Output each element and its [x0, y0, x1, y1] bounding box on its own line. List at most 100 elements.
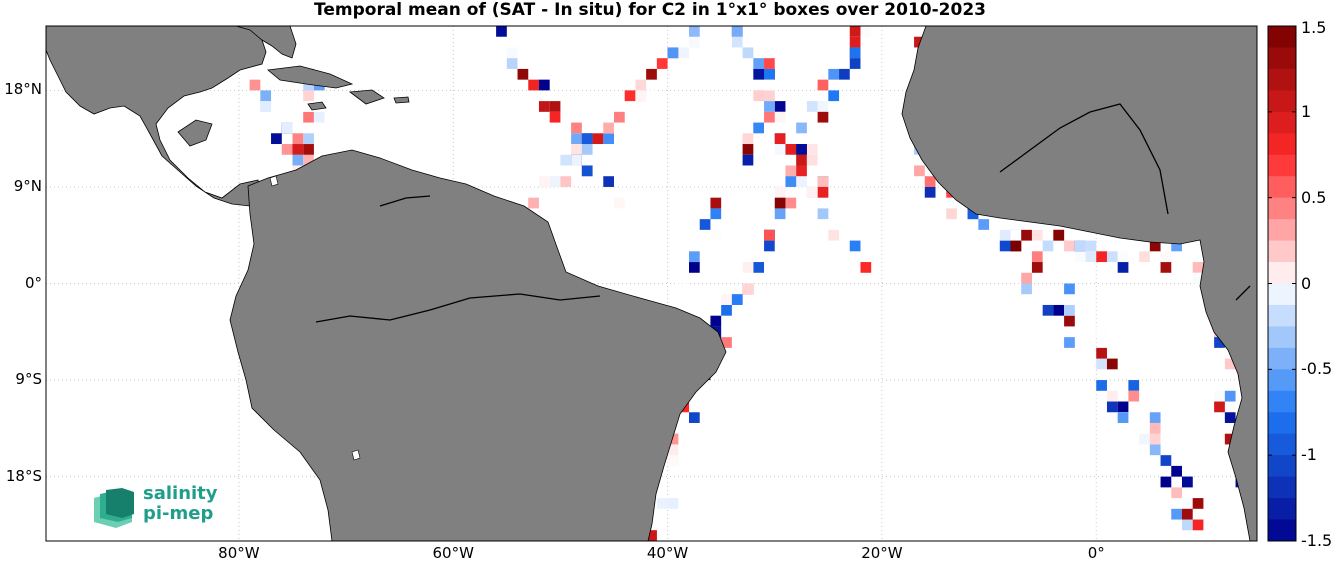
obs-cell — [1064, 283, 1075, 295]
obs-cell — [624, 90, 636, 102]
obs-cell — [742, 144, 754, 155]
colorbar-segment — [1268, 347, 1296, 370]
obs-cell — [1181, 519, 1193, 531]
obs-cell — [667, 47, 679, 59]
river-orinoco — [379, 195, 431, 207]
obs-cell — [1139, 433, 1150, 445]
obs-cell — [721, 337, 732, 348]
obs-cell — [1181, 476, 1193, 488]
obs-cell — [613, 197, 625, 209]
obs-cell — [710, 229, 722, 241]
obs-cell — [1021, 272, 1032, 284]
obs-cell — [281, 122, 293, 134]
obs-cell — [667, 455, 679, 466]
obs-cell — [774, 111, 786, 123]
obs-cell — [1149, 422, 1161, 434]
obs-cell — [1106, 358, 1118, 370]
obs-cell — [260, 101, 272, 112]
obs-cell — [999, 240, 1011, 252]
obs-cell — [796, 144, 807, 155]
land-florida — [235, 26, 297, 59]
obs-cell — [1064, 315, 1075, 327]
land-yucatan — [177, 119, 213, 147]
colorbar-segment — [1268, 262, 1296, 284]
obs-cell — [731, 26, 743, 37]
obs-cell — [1064, 337, 1075, 348]
obs-cell — [656, 58, 668, 69]
obs-cell — [721, 294, 732, 305]
obs-cell — [292, 144, 304, 155]
obs-cell — [1224, 412, 1236, 423]
obs-cell — [646, 68, 657, 80]
obs-cell — [689, 262, 700, 273]
obs-cell — [1096, 326, 1107, 338]
obs-cell — [1064, 304, 1075, 316]
obs-cell — [785, 165, 797, 177]
obs-cell — [560, 154, 572, 166]
obs-cell — [1128, 390, 1140, 402]
obs-cell — [742, 47, 754, 59]
obs-cell — [646, 530, 657, 541]
obs-cell — [817, 208, 829, 220]
lat-tick-label: 9°N — [13, 176, 42, 195]
obs-cell — [303, 101, 314, 112]
obs-cell — [924, 186, 936, 198]
colorbar-segment — [1268, 47, 1296, 70]
obs-cell — [1064, 240, 1075, 252]
obs-cell — [571, 122, 582, 134]
lake-maracaibo — [269, 175, 279, 187]
obs-cell — [1149, 412, 1161, 423]
obs-cell — [764, 79, 775, 91]
obs-cell — [1171, 240, 1182, 252]
obs-cell — [689, 26, 700, 37]
obs-cell — [485, 26, 497, 37]
obs-cell — [731, 165, 743, 177]
obs-cell — [742, 133, 754, 145]
obs-cell — [1021, 283, 1032, 295]
lat-tick-label: 18°S — [5, 466, 42, 485]
salinity-pi-mep-logo: salinity pi-mep — [143, 484, 218, 524]
obs-cell — [914, 165, 925, 177]
obs-cell — [699, 219, 711, 230]
obs-cell — [1149, 240, 1161, 252]
obs-cell — [1192, 498, 1204, 509]
obs-cell — [1192, 272, 1204, 284]
obs-cell — [603, 176, 614, 187]
obs-cell — [806, 154, 818, 166]
obs-cell — [1021, 229, 1032, 241]
obs-cell — [549, 101, 561, 112]
obs-cell — [753, 68, 765, 80]
obs-cell — [828, 229, 840, 241]
obs-cell — [1042, 304, 1054, 316]
obs-cell — [1042, 240, 1054, 252]
obs-cell — [1224, 390, 1236, 402]
colorbar-segment — [1268, 197, 1296, 220]
obs-cell — [785, 144, 797, 155]
obs-cell — [753, 58, 765, 69]
obs-cell — [1224, 358, 1236, 370]
obs-cell — [1149, 444, 1161, 456]
obs-cell — [742, 262, 754, 273]
obs-cell — [764, 240, 775, 252]
obs-cell — [817, 79, 829, 91]
land — [46, 26, 1257, 541]
obs-cell — [1139, 401, 1150, 413]
obs-cell — [635, 90, 647, 102]
colorbar-segment — [1268, 176, 1296, 199]
map-title: Temporal mean of (SAT - In situ) for C2 … — [314, 0, 986, 20]
colorbar-segment — [1268, 519, 1296, 542]
lake-titicaca — [351, 449, 361, 461]
colorbar-segment — [1268, 133, 1296, 156]
obs-cell — [796, 122, 807, 134]
obs-cell — [646, 90, 657, 102]
obs-cell — [1149, 433, 1161, 445]
colorbar-segment — [1268, 455, 1296, 478]
map-frame — [45, 25, 1258, 542]
obs-cell — [1117, 401, 1129, 413]
obs-cell — [571, 144, 582, 155]
obs-cell — [796, 165, 807, 177]
obs-cell — [1160, 455, 1172, 466]
colorbar-segment — [1268, 26, 1296, 48]
colorbar-segment — [1268, 304, 1296, 327]
